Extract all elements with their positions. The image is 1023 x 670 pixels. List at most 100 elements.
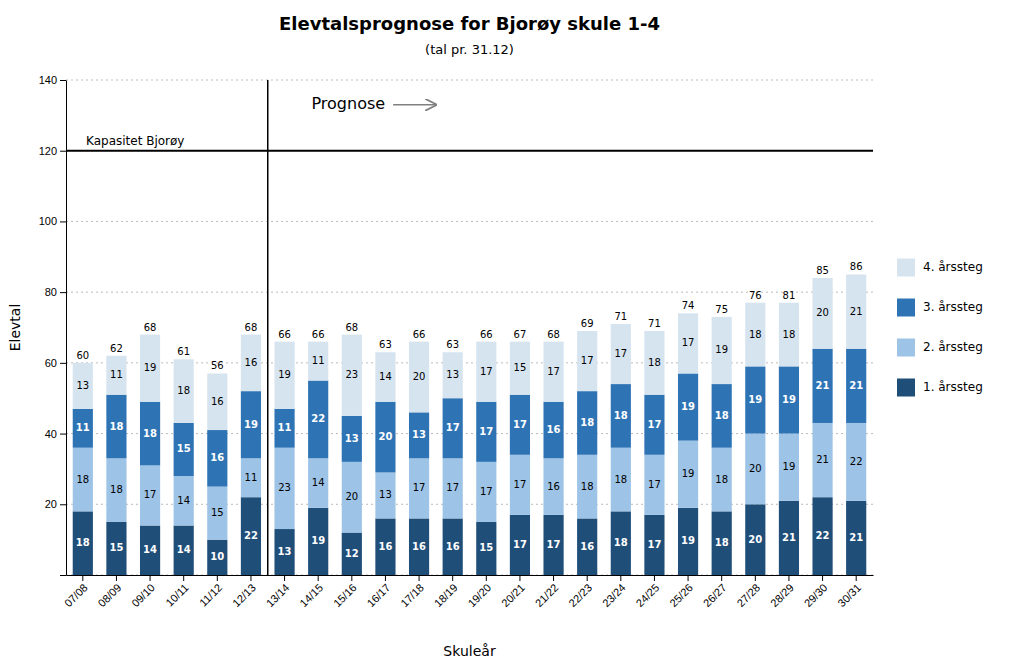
data-label: 14 xyxy=(312,477,325,488)
data-label: 21 xyxy=(849,532,863,543)
bar-segment xyxy=(342,335,362,416)
bar-segment xyxy=(375,402,395,473)
data-label: 15 xyxy=(109,542,123,553)
data-label: 19 xyxy=(682,468,695,479)
data-label: 14 xyxy=(177,495,190,506)
data-label: 19 xyxy=(748,394,762,405)
total-label: 66 xyxy=(312,329,325,340)
bar-segment xyxy=(443,398,463,458)
data-label: 20 xyxy=(748,534,762,545)
data-label: 17 xyxy=(581,355,594,366)
data-label: 19 xyxy=(681,401,695,412)
x-tick: 14/15 xyxy=(297,575,325,609)
data-label: 16 xyxy=(211,396,224,407)
subtitle: (tal pr. 31.12) xyxy=(425,42,514,57)
data-label: 17 xyxy=(547,366,560,377)
data-label: 17 xyxy=(413,482,426,493)
x-tick: 19/20 xyxy=(465,575,493,609)
x-tick-mark xyxy=(620,575,621,581)
bar-segment xyxy=(577,518,597,575)
bar-segment xyxy=(106,395,126,459)
bar-segment xyxy=(510,455,530,515)
bar-segment xyxy=(846,349,866,423)
title: Elevtalsprognose for Bjorøy skule 1-4 xyxy=(279,13,660,34)
data-label: 17 xyxy=(144,489,157,500)
total-label: 68 xyxy=(245,322,258,333)
y-axis: 20406080100120140 xyxy=(39,74,67,575)
bar-segment xyxy=(510,515,530,575)
bar-segment xyxy=(644,455,664,515)
y-tick-mark xyxy=(60,292,66,293)
x-tick-label: 28/29 xyxy=(768,581,796,609)
y-tick-label: 60 xyxy=(45,357,57,369)
bar-segment xyxy=(409,342,429,413)
data-label: 21 xyxy=(816,454,829,465)
y-tick: 20 xyxy=(45,498,66,510)
total-label: 81 xyxy=(783,290,796,301)
data-label: 15 xyxy=(479,542,493,553)
legend-label: 1. årssteg xyxy=(923,380,983,394)
bar-segment xyxy=(476,462,496,522)
x-tick-mark xyxy=(755,575,756,581)
bar-segment xyxy=(476,402,496,462)
bar-segment xyxy=(712,448,732,512)
bar-segment xyxy=(779,501,799,575)
bar-segment xyxy=(106,458,126,522)
y-axis-title: Elevtal xyxy=(7,304,23,352)
data-label: 16 xyxy=(446,541,460,552)
legend: 4. årssteg3. årssteg2. årssteg1. årssteg xyxy=(897,259,983,397)
bar-segment xyxy=(207,540,227,575)
bar-segment xyxy=(476,522,496,575)
bar-segment xyxy=(274,448,294,529)
total-label: 61 xyxy=(177,346,190,357)
bar-segment xyxy=(812,423,832,497)
x-tick-mark xyxy=(116,575,117,581)
x-tick: 29/30 xyxy=(802,575,830,609)
data-label: 21 xyxy=(816,380,830,391)
x-tick-mark xyxy=(385,575,386,581)
data-label: 13 xyxy=(278,546,292,557)
bar-segment xyxy=(678,313,698,373)
bar-segment xyxy=(543,515,563,575)
legend-label: 4. årssteg xyxy=(923,260,983,274)
data-label: 15 xyxy=(211,507,224,518)
bar-segment xyxy=(443,458,463,518)
data-label: 16 xyxy=(245,357,258,368)
data-label: 22 xyxy=(244,530,258,541)
data-label: 16 xyxy=(210,452,224,463)
bar-segment xyxy=(577,331,597,391)
bar-segment xyxy=(712,317,732,384)
total-label: 76 xyxy=(749,290,762,301)
x-tick-mark xyxy=(284,575,285,581)
x-tick-label: 13/14 xyxy=(264,581,292,609)
bar-segment xyxy=(308,458,328,508)
x-tick-mark xyxy=(250,575,251,581)
bar-segment xyxy=(443,518,463,575)
data-label: 18 xyxy=(715,410,729,421)
bar-segment xyxy=(207,373,227,430)
bar-segment xyxy=(241,497,261,575)
bar-segment xyxy=(73,363,93,409)
x-tick-label: 22/23 xyxy=(566,581,594,609)
data-label: 16 xyxy=(547,481,560,492)
bar-segment xyxy=(476,342,496,402)
x-tick: 21/22 xyxy=(533,575,561,609)
y-tick-label: 120 xyxy=(39,145,57,157)
x-tick: 09/10 xyxy=(129,575,157,609)
grid xyxy=(66,80,873,575)
bar-segment xyxy=(207,487,227,540)
data-label: 18 xyxy=(749,329,762,340)
total-label: 68 xyxy=(144,322,157,333)
y-tick: 60 xyxy=(45,357,66,369)
series-bars xyxy=(73,349,867,487)
total-label: 74 xyxy=(682,300,695,311)
data-label: 17 xyxy=(513,539,527,550)
bar-segment xyxy=(812,349,832,423)
data-label: 17 xyxy=(547,539,561,550)
bar-segment xyxy=(644,395,664,455)
bar-segment xyxy=(241,335,261,392)
x-tick-mark xyxy=(519,575,520,581)
bar-segment xyxy=(510,395,530,455)
data-label: 18 xyxy=(715,474,728,485)
bar-segment xyxy=(443,352,463,398)
